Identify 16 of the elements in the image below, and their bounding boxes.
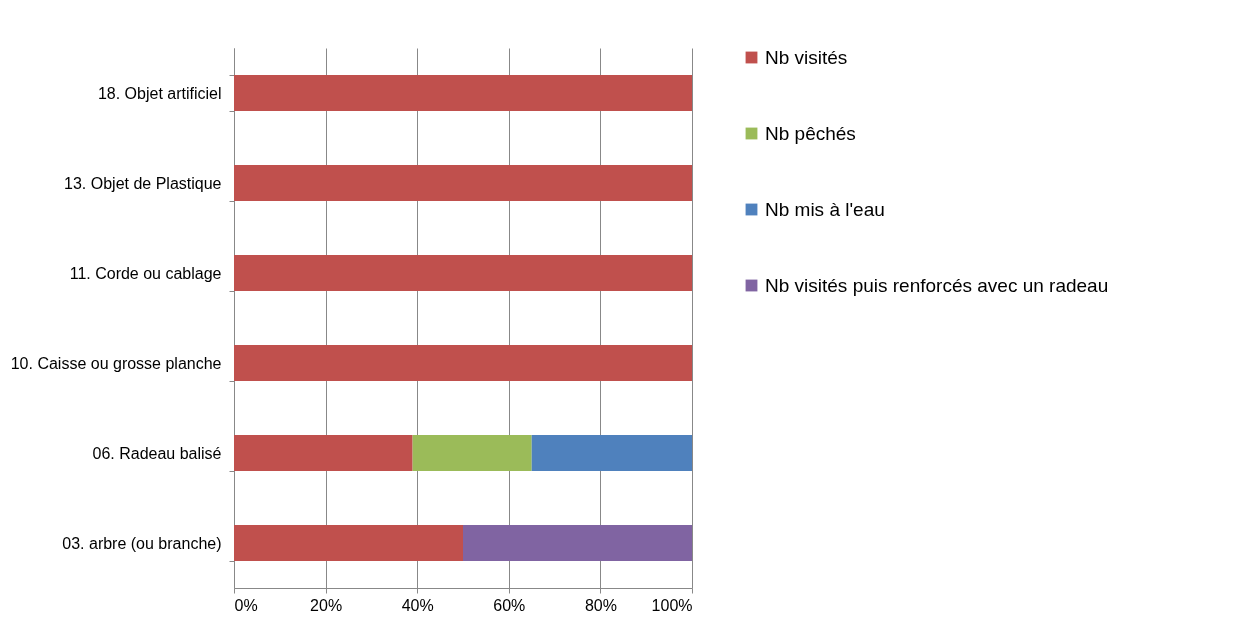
x-tick-label: 100%	[651, 596, 693, 614]
y-tick-label: 10. Caisse ou grosse planche	[10, 354, 222, 372]
y-tick-label: 13. Objet de Plastique	[64, 174, 222, 192]
legend-label: Nb visités	[765, 46, 848, 68]
x-tick-label: 40%	[401, 596, 434, 614]
legend-label: Nb mis à l'eau	[765, 198, 885, 220]
x-tick-label: 0%	[234, 596, 258, 614]
x-tick-label: 80%	[584, 596, 617, 614]
x-tick-label: 60%	[493, 596, 526, 614]
x-tick-label: 20%	[310, 596, 343, 614]
y-tick-label: 18. Objet artificiel	[97, 84, 222, 102]
y-tick-label: 03. arbre (ou branche)	[62, 534, 222, 552]
y-tick-label: 11. Corde ou cablage	[69, 264, 222, 282]
legend-label: Nb visités puis renforcés avec un radeau	[765, 274, 1109, 296]
legend-label: Nb pêchés	[765, 122, 856, 144]
y-tick-label: 06. Radeau balisé	[92, 444, 222, 462]
